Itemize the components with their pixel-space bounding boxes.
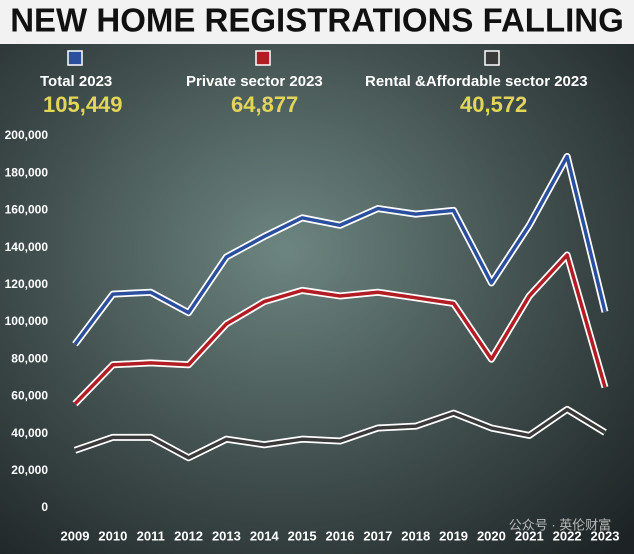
x-tick-label: 2014	[250, 528, 280, 543]
y-tick-label: 0	[41, 500, 48, 514]
legend-value: 64,877	[231, 92, 298, 117]
legend-label: Private sector 2023	[186, 73, 323, 90]
y-tick-label: 20,000	[11, 463, 48, 477]
y-tick-label: 200,000	[5, 128, 49, 142]
x-tick-label: 2009	[61, 528, 90, 543]
title-banner	[0, 0, 634, 44]
x-tick-label: 2019	[439, 528, 468, 543]
y-tick-label: 180,000	[5, 165, 49, 179]
chart-title: NEW HOME REGISTRATIONS FALLING	[10, 2, 624, 39]
y-tick-label: 60,000	[11, 389, 48, 403]
x-tick-label: 2016	[326, 528, 355, 543]
watermark: 公众号 · 英伦财富	[509, 517, 612, 532]
x-tick-label: 2013	[212, 528, 241, 543]
legend-label: Total 2023	[40, 73, 112, 90]
line	[74, 407, 606, 460]
line	[73, 154, 607, 346]
legend-swatch	[484, 50, 500, 66]
x-tick-label: 2017	[363, 528, 392, 543]
x-tick-label: 2010	[98, 528, 127, 543]
legend-swatch	[67, 50, 83, 66]
x-tick-label: 2022	[553, 528, 582, 543]
y-tick-label: 140,000	[5, 240, 49, 254]
line	[73, 253, 607, 406]
x-tick-label: 2021	[515, 528, 544, 543]
x-tick-label: 2015	[288, 528, 317, 543]
y-tick-label: 100,000	[5, 314, 49, 328]
y-tick-label: 160,000	[5, 203, 49, 217]
legend-swatch	[255, 50, 271, 66]
y-tick-label: 120,000	[5, 277, 49, 291]
x-tick-label: 2012	[174, 528, 203, 543]
x-tick-label: 2023	[591, 528, 620, 543]
y-tick-label: 40,000	[11, 426, 48, 440]
legend-value: 40,572	[460, 92, 527, 117]
x-tick-label: 2020	[477, 528, 506, 543]
legend-value: 105,449	[43, 92, 123, 117]
legend-label: Rental &Affordable sector 2023	[365, 73, 588, 90]
x-tick-label: 2018	[401, 528, 430, 543]
y-tick-label: 80,000	[11, 351, 48, 365]
x-tick-label: 2011	[137, 528, 165, 543]
